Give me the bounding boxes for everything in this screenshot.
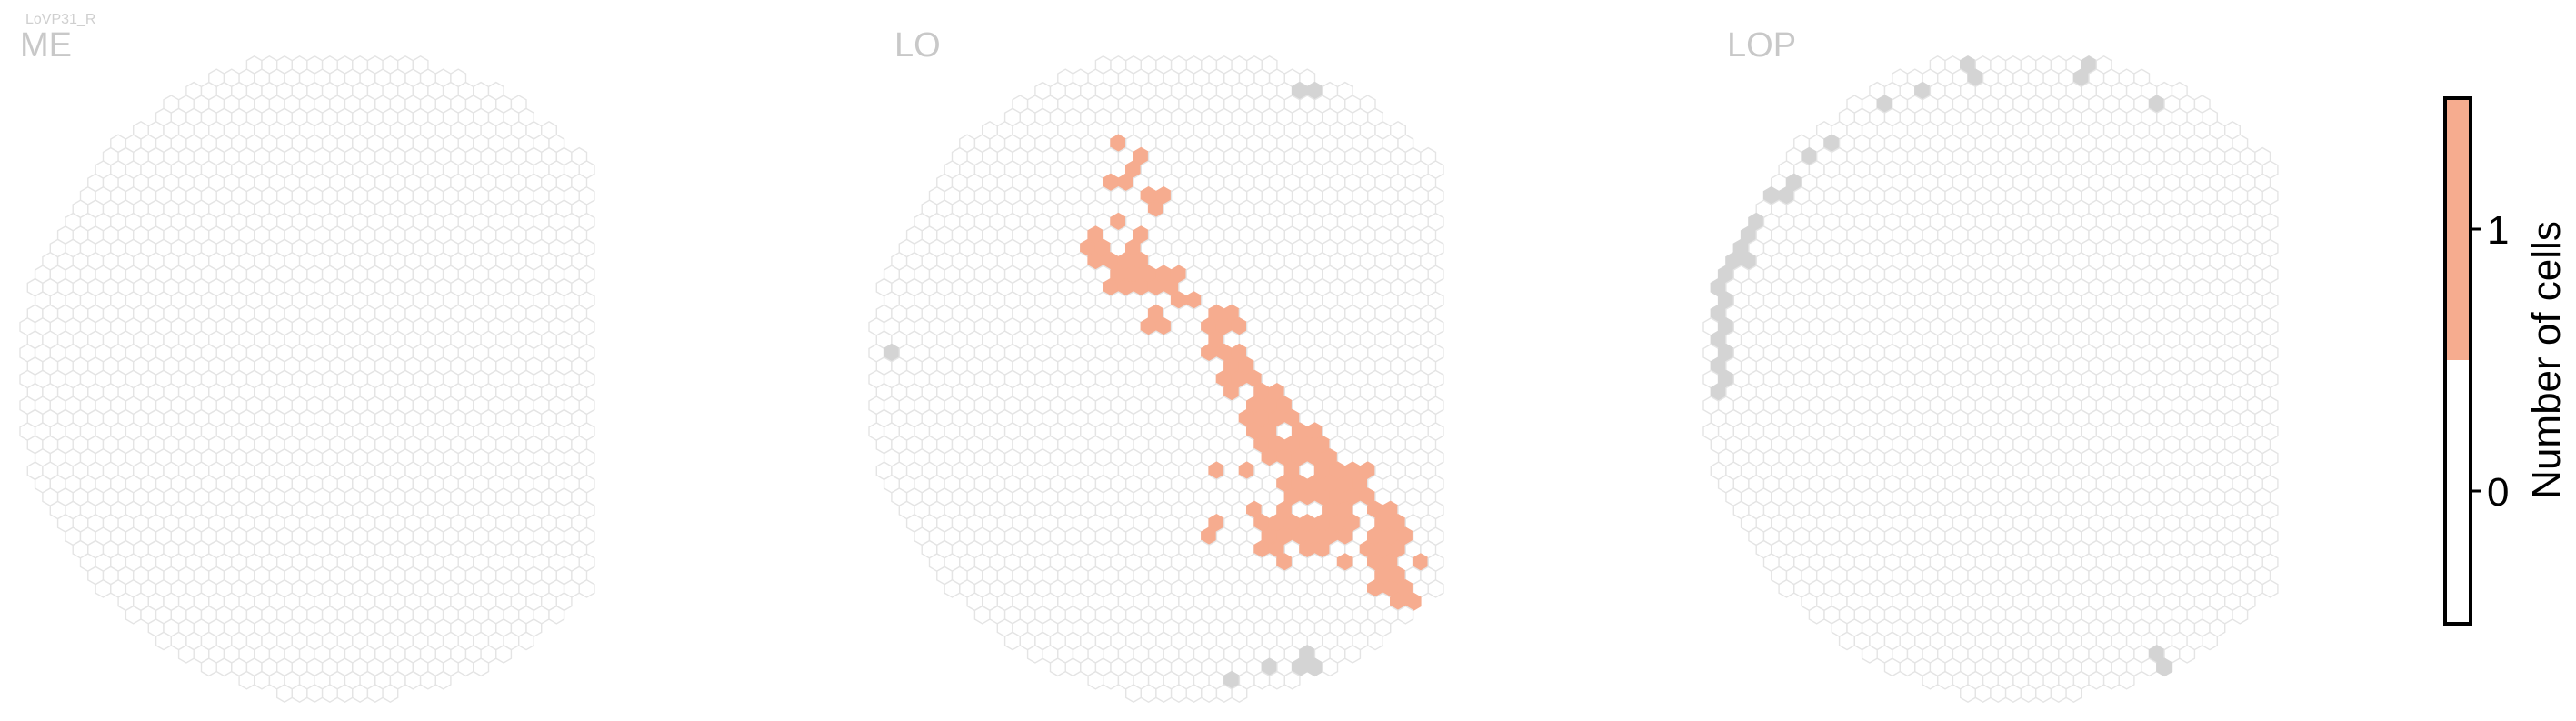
hex-cell: [1778, 578, 1795, 598]
hex-cell: [1838, 631, 1856, 651]
hex-cell: [2201, 631, 2219, 651]
colorbar-fill-zero: [2445, 360, 2471, 624]
hex-cell: [1102, 670, 1120, 690]
hex-cell: [1170, 684, 1187, 704]
hex-cell: [2035, 684, 2052, 704]
hex-cell: [518, 631, 534, 651]
colorbar-tick-label-1: 1: [2487, 208, 2509, 253]
panel-title-me: ME: [20, 26, 72, 65]
hex-cell: [238, 670, 255, 690]
panel-title-lop: LOP: [1727, 26, 1796, 65]
hex-cell: [1427, 578, 1444, 598]
hex-cell: [1959, 684, 1977, 704]
panel-lo-hexgrid: [868, 55, 1444, 704]
hex-cell: [2141, 657, 2158, 677]
hex-cell: [321, 684, 338, 704]
hex-cell: [2050, 684, 2067, 704]
hex-cell: [177, 644, 195, 664]
hex-cell: [1883, 657, 1901, 677]
hex-cell: [200, 657, 217, 677]
hex-cell: [1861, 644, 1878, 664]
hex-cell: [973, 605, 991, 625]
hex-cell: [1049, 657, 1066, 677]
hex-cell: [95, 578, 112, 598]
hex-cell: [336, 684, 354, 704]
hex-cell: [155, 631, 173, 651]
hex-cell: [578, 578, 595, 598]
hex-cell: [1231, 684, 1248, 704]
hex-cell: [1922, 670, 1939, 690]
hex-cell: [1974, 684, 1992, 704]
hex-cell: [1990, 684, 2007, 704]
hex-cell: [944, 578, 961, 598]
hex-cell: [2020, 684, 2037, 704]
hex-cell: [2102, 670, 2121, 690]
hex-cell: [2179, 644, 2196, 664]
hex-cell: [125, 605, 142, 625]
colorbar-tick-label-0: 0: [2487, 470, 2509, 515]
hex-cell: [2156, 657, 2173, 677]
hex-cell: [1185, 684, 1203, 704]
hex-cell: [1026, 644, 1043, 664]
hex-cell: [1936, 670, 1954, 690]
hex-cell: [1306, 657, 1323, 677]
panel-me-hexgrid: [19, 55, 595, 704]
panel-title-lo: LO: [894, 26, 941, 65]
hex-cell: [495, 644, 513, 664]
hex-cell: [1253, 670, 1271, 690]
hex-cell: [1397, 605, 1414, 625]
colorbar: 1 0 Number of cells: [2443, 96, 2569, 626]
hex-cell: [2065, 684, 2082, 704]
hex-cell: [1087, 670, 1104, 690]
hex-cell: [548, 605, 565, 625]
hex-cell: [291, 684, 308, 704]
hex-cell: [1155, 684, 1173, 704]
hex-cell: [1201, 684, 1218, 704]
hex-cell: [404, 670, 422, 690]
hex-cell: [2088, 670, 2105, 690]
hex-cell: [382, 684, 399, 704]
hex-cell: [366, 684, 384, 704]
hex-cell: [419, 670, 436, 690]
hex-cell: [457, 657, 474, 677]
hex-cell: [254, 670, 271, 690]
hex-cell: [1140, 684, 1157, 704]
hex-cell: [1322, 657, 1339, 677]
hex-cell: [276, 684, 293, 704]
hex-cell: [2004, 684, 2022, 704]
panel-lop-hexgrid: [1702, 55, 2279, 704]
figure-subtitle: LoVP31_R: [25, 12, 95, 27]
hex-cell: [1808, 605, 1825, 625]
hex-cell: [1268, 670, 1286, 690]
hex-cell: [1124, 684, 1143, 704]
hex-cell: [1366, 631, 1384, 651]
hex-cell: [2232, 605, 2249, 625]
hex-cell: [306, 684, 324, 704]
hex-cell: [1003, 631, 1022, 651]
colorbar-label: Number of cells: [2524, 221, 2569, 499]
hex-cell: [434, 670, 452, 690]
hex-cell: [1899, 657, 1916, 677]
hex-cell: [2261, 578, 2279, 598]
colorbar-fill-one: [2445, 98, 2471, 360]
hex-cell: [1344, 644, 1362, 664]
hex-cell: [352, 684, 369, 704]
hex-cell: [2118, 670, 2135, 690]
hex-cell: [1215, 684, 1233, 704]
hex-cell: [473, 657, 490, 677]
hex-cell: [1283, 670, 1301, 690]
hex-cell: [1064, 657, 1082, 677]
hex-cell: [215, 657, 233, 677]
